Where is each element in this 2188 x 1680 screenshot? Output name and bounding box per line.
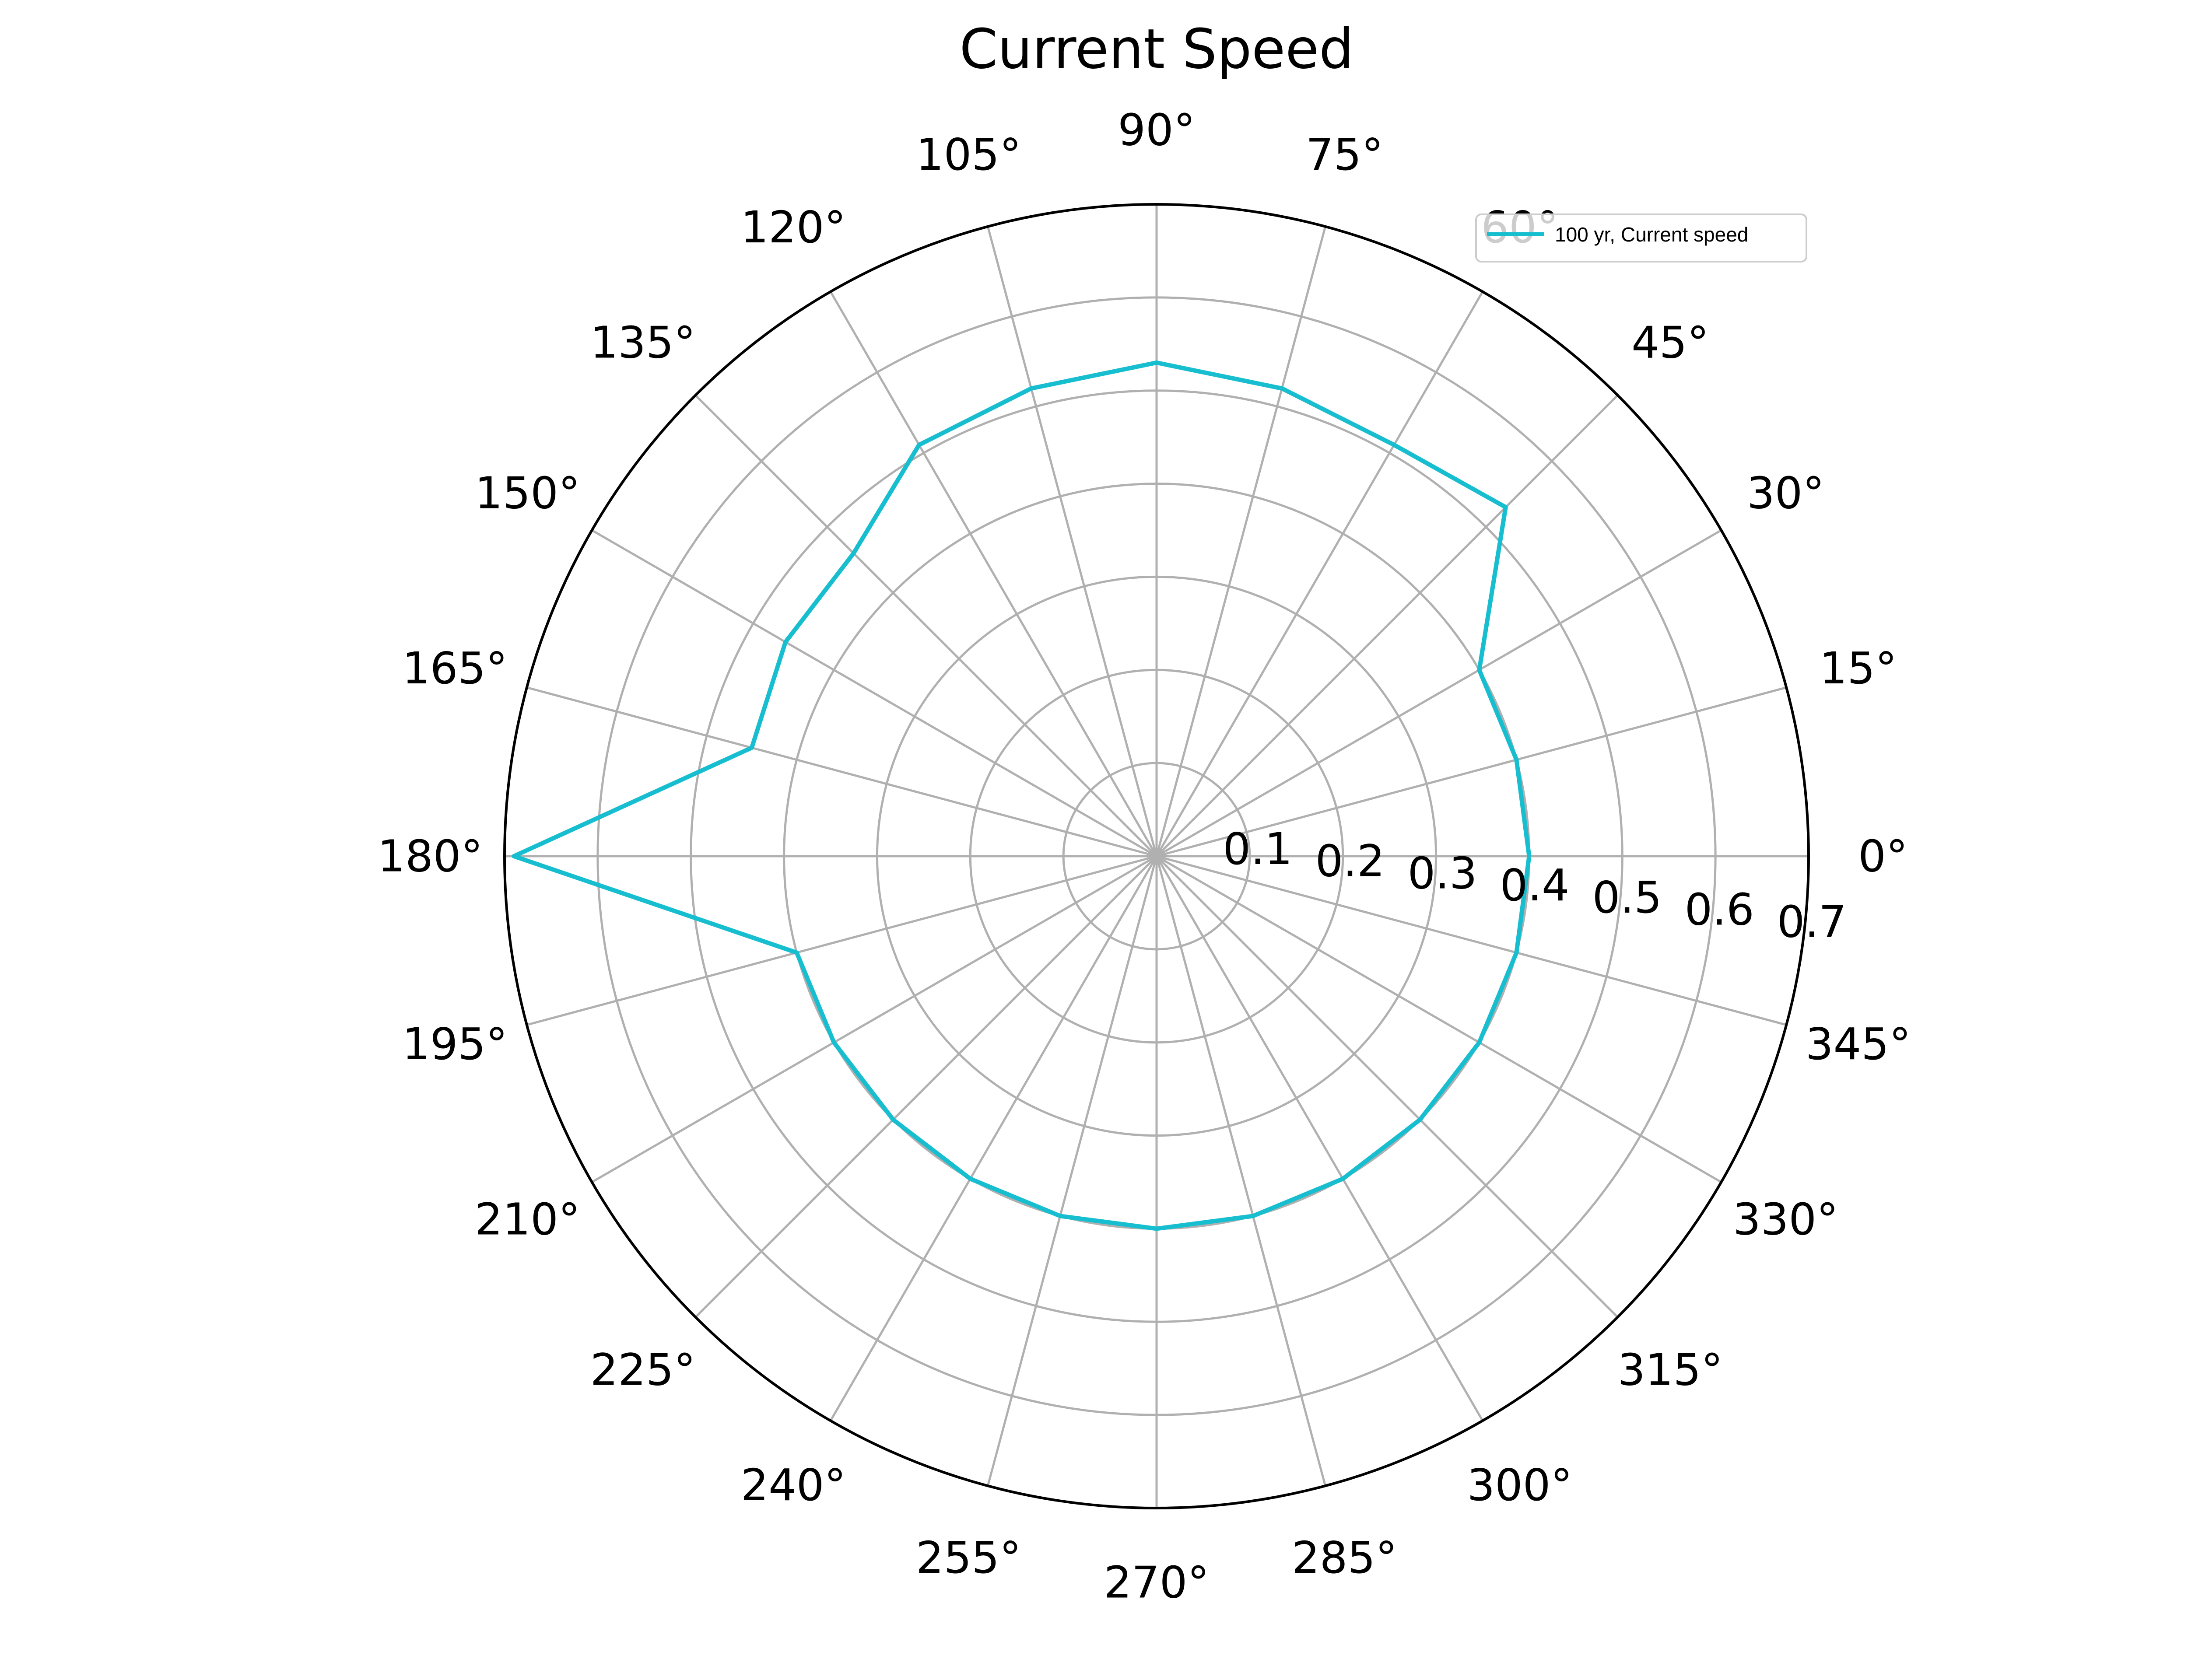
- series-layer: [512, 360, 1532, 1231]
- angle-tick-label: 120°: [741, 202, 846, 253]
- angular-grid-lines: [505, 204, 1809, 1508]
- angle-tick-label: 255°: [916, 1532, 1021, 1583]
- angle-tick-label: 270°: [1104, 1557, 1210, 1608]
- grid-spoke-60: [1155, 291, 1484, 857]
- angle-tick-label: 75°: [1306, 129, 1383, 180]
- angle-tick-label: 15°: [1820, 643, 1897, 694]
- angle-tick-labels: 0°15°30°45°60°75°90°105°120°135°150°165°…: [378, 105, 1911, 1608]
- series-line-0: [512, 360, 1532, 1231]
- radial-tick-labels: 0.1 0.2 0.3 0.4 0.5 0.6 0.7: [1223, 823, 1846, 948]
- radial-tick-label: 0.4: [1500, 860, 1570, 911]
- chart-title: Current Speed: [959, 18, 1353, 81]
- legend-label: 100 yr, Current speed: [1555, 223, 1748, 246]
- angle-tick-label: 210°: [475, 1194, 580, 1245]
- angle-tick-label: 30°: [1747, 468, 1824, 519]
- angle-tick-label: 315°: [1617, 1344, 1723, 1395]
- angle-tick-label: 180°: [378, 831, 483, 882]
- angle-tick-label: 300°: [1467, 1460, 1573, 1511]
- grid-spoke-210: [591, 855, 1157, 1183]
- radial-tick-label: 0.2: [1315, 836, 1385, 887]
- grid-spoke-165: [526, 686, 1157, 858]
- grid-spoke-240: [829, 855, 1158, 1421]
- grid-spoke-150: [591, 529, 1157, 858]
- grid-spoke-300: [1155, 855, 1484, 1421]
- angle-tick-label: 90°: [1118, 105, 1195, 156]
- grid-spoke-195: [526, 855, 1157, 1026]
- radial-tick-label: 0.6: [1685, 884, 1754, 935]
- angle-tick-label: 150°: [475, 468, 580, 519]
- angle-tick-label: 45°: [1631, 317, 1709, 368]
- angle-tick-label: 240°: [741, 1460, 846, 1511]
- angle-tick-label: 225°: [590, 1344, 696, 1395]
- grid-spoke-285: [1155, 856, 1327, 1486]
- legend: 100 yr, Current speed: [1475, 214, 1807, 262]
- grid-spoke-75: [1155, 226, 1327, 857]
- angle-tick-label: 105°: [916, 129, 1021, 180]
- radial-tick-label: 0.7: [1777, 896, 1847, 948]
- grid-spoke-45: [1156, 394, 1619, 857]
- grid-spoke-30: [1156, 529, 1722, 858]
- angle-tick-label: 345°: [1806, 1018, 1911, 1070]
- grid-spoke-345: [1156, 855, 1787, 1026]
- radial-tick-label: 0.1: [1223, 823, 1292, 875]
- grid-spoke-330: [1156, 855, 1722, 1183]
- grid-spoke-120: [829, 291, 1158, 857]
- grid-spoke-105: [986, 226, 1158, 857]
- angle-tick-label: 330°: [1733, 1194, 1838, 1245]
- grid-spoke-315: [1156, 855, 1619, 1318]
- grid-spoke-15: [1156, 686, 1787, 858]
- angle-tick-label: 135°: [590, 317, 696, 368]
- grid-spoke-135: [694, 394, 1157, 857]
- radial-tick-label: 0.3: [1408, 847, 1477, 899]
- angle-tick-label: 195°: [402, 1018, 508, 1070]
- grid-spoke-225: [694, 855, 1157, 1318]
- angle-tick-label: 0°: [1858, 831, 1908, 882]
- angle-tick-label: 165°: [402, 643, 508, 694]
- radial-tick-label: 0.5: [1592, 872, 1662, 923]
- legend-box: [1475, 214, 1807, 262]
- polar-frame: [503, 203, 1810, 1509]
- grid-spoke-255: [986, 856, 1158, 1486]
- angle-tick-label: 285°: [1292, 1532, 1397, 1583]
